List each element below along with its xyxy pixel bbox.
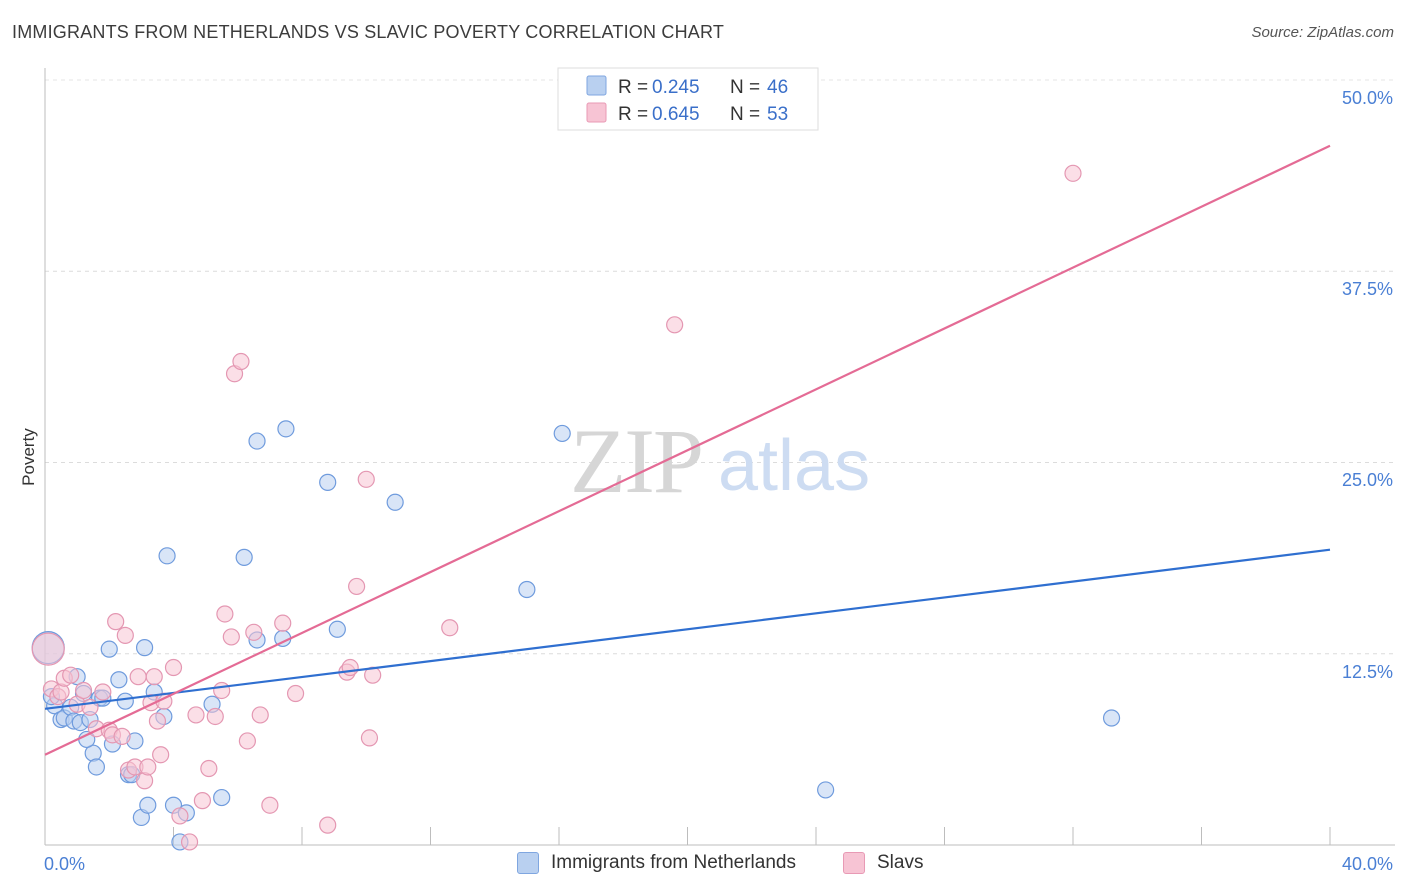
stats-legend-swatch-blue (586, 75, 607, 96)
stats-legend: R = 0.245 N = 46 R = 0.645 N = 53 (557, 67, 819, 131)
point-netherlands (110, 671, 128, 689)
point-netherlands (248, 432, 266, 450)
legend-swatch-blue (517, 852, 539, 874)
point-slavs (187, 706, 205, 724)
legend-item-netherlands[interactable]: Immigrants from Netherlands (517, 852, 796, 874)
point-netherlands (518, 580, 536, 599)
point-netherlands (319, 473, 337, 491)
point-slavs (145, 668, 163, 686)
stats-n-value: 53 (767, 104, 788, 125)
point-slavs (286, 684, 305, 703)
point-slavs (152, 746, 170, 764)
point-netherlands (817, 781, 835, 799)
point-slavs (238, 732, 256, 750)
point-slavs (129, 668, 147, 686)
watermark-atlas: atlas (718, 426, 870, 506)
x-tick-label-max: 40.0% (1342, 854, 1393, 874)
point-slavs (666, 316, 684, 334)
point-slavs (193, 792, 212, 810)
point-slavs (245, 623, 263, 641)
legend-label: Immigrants from Netherlands (551, 852, 796, 873)
trend-lines (44, 144, 1331, 756)
y-tick-label: 50.0% (1342, 88, 1393, 108)
point-slavs (180, 833, 199, 851)
chart-source: Source: ZipAtlas.com (1251, 24, 1394, 41)
point-slavs (261, 796, 279, 814)
point-slavs (222, 628, 240, 646)
point-slavs (94, 683, 112, 701)
point-slavs (164, 658, 183, 677)
point-slavs (213, 681, 231, 700)
y-tick-label: 12.5% (1342, 662, 1393, 682)
point-slavs (360, 729, 379, 747)
watermark: ZIP atlas (570, 410, 870, 512)
trend-line-slavs (44, 144, 1331, 756)
point-slavs (171, 807, 189, 825)
point-slavs (107, 613, 125, 631)
stats-n-label: N = (730, 77, 760, 98)
stats-legend-swatch-pink (586, 102, 607, 123)
point-slavs (1064, 164, 1082, 182)
point-slavs (348, 577, 366, 596)
point-netherlands (328, 620, 346, 638)
series-legend: Immigrants from Netherlands Slavs (0, 852, 1406, 878)
point-slavs (113, 727, 131, 745)
point-slavs (116, 626, 134, 644)
point-netherlands (277, 420, 295, 438)
point-slavs (274, 614, 292, 632)
point-slavs (206, 707, 224, 726)
point-netherlands (235, 548, 253, 566)
point-netherlands (1102, 709, 1121, 727)
x-tick-label-min: 0.0% (44, 854, 85, 874)
legend-item-slavs[interactable]: Slavs (843, 852, 923, 874)
trend-line-netherlands (44, 548, 1331, 710)
point-netherlands (100, 640, 118, 658)
point-slavs (357, 470, 375, 488)
series-slavs-points (31, 164, 1082, 851)
stats-n-label: N = (730, 104, 760, 125)
point-slavs (251, 706, 269, 724)
point-slavs (216, 605, 234, 623)
point-netherlands (116, 692, 134, 710)
point-slavs (74, 681, 93, 700)
point-slavs (139, 758, 157, 776)
point-slavs (232, 352, 250, 371)
stats-r-value: 0.645 (652, 104, 700, 125)
point-slavs (341, 658, 359, 677)
point-netherlands (87, 758, 106, 776)
point-netherlands (158, 547, 176, 565)
y-axis-title: Poverty (19, 428, 38, 486)
y-tick-label: 37.5% (1342, 279, 1393, 299)
point-slavs (200, 759, 218, 778)
point-netherlands (139, 796, 157, 814)
point-slavs (148, 712, 167, 730)
axes (44, 68, 1395, 846)
y-tick-labels: 12.5% 25.0% 37.5% 50.0% (1342, 88, 1393, 682)
stats-r-value: 0.245 (652, 77, 700, 98)
point-netherlands (135, 639, 154, 657)
stats-n-value: 46 (767, 77, 788, 98)
stats-r-label: R = (618, 104, 648, 125)
point-slavs (319, 816, 337, 834)
legend-swatch-pink (843, 852, 865, 874)
stats-r-label: R = (618, 77, 648, 98)
point-netherlands (213, 788, 231, 807)
point-netherlands (386, 493, 404, 511)
point-slavs (62, 666, 80, 684)
legend-label: Slavs (877, 852, 924, 873)
point-netherlands (553, 424, 571, 443)
y-tick-label: 25.0% (1342, 470, 1393, 490)
point-slavs (441, 619, 459, 637)
chart-title: IMMIGRANTS FROM NETHERLANDS VS SLAVIC PO… (12, 22, 725, 42)
point-slavs (31, 632, 65, 666)
